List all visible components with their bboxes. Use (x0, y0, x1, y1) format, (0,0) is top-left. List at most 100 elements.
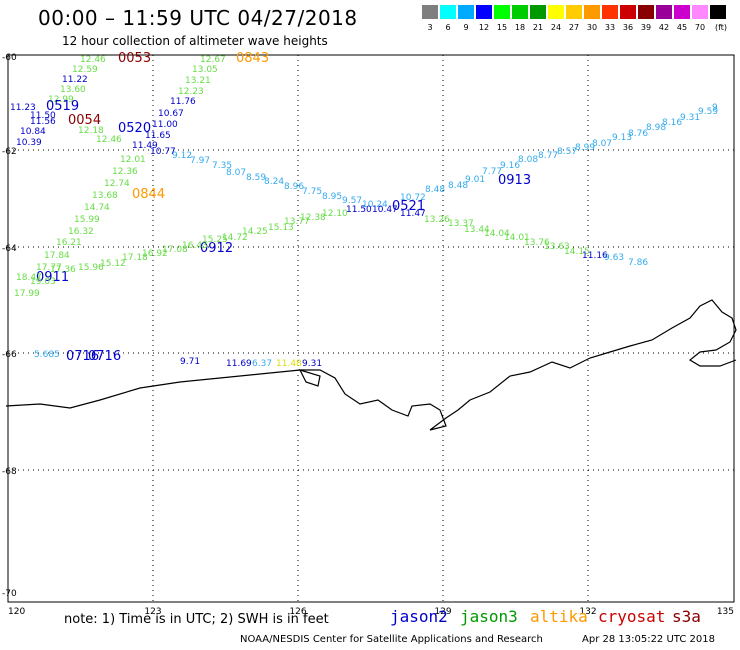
legend-label: 15 (496, 23, 508, 32)
swh-value-label: 17.36 (50, 265, 76, 275)
swh-value-label: 15.99 (74, 215, 100, 225)
swh-value-label: 8.24 (264, 177, 284, 187)
swh-value-label: 17.08 (162, 245, 188, 255)
pass-time-label: 0053 (118, 51, 151, 66)
swh-value-label: 8.16 (662, 118, 682, 128)
swh-value-label: 11.00 (152, 120, 178, 130)
latitude-label: -64 (2, 244, 17, 254)
legend-swatch (512, 5, 528, 19)
legend-swatch (710, 5, 726, 19)
swh-value-label: 7.35 (212, 161, 232, 171)
generated-timestamp: Apr 28 13:05:22 UTC 2018 (582, 634, 715, 645)
swh-value-label: 11.48 (276, 359, 302, 369)
swh-value-label: 8.57 (557, 147, 577, 157)
swh-value-label: 14.72 (222, 233, 248, 243)
swh-value-label: 11.47 (400, 209, 426, 219)
swh-value-label: 9.12 (172, 151, 192, 161)
swh-value-label: 12.38 (300, 213, 326, 223)
swh-value-label: 15.13 (268, 223, 294, 233)
pass-time-label: 0520 (118, 121, 151, 136)
swh-value-label: 8.07 (226, 168, 246, 178)
swh-value-label: 11.22 (62, 75, 88, 85)
pass-time-label: 0716 (66, 349, 99, 364)
lat-lon-grid (7, 54, 735, 603)
swh-value-label: 9.01 (465, 175, 485, 185)
swh-value-label: 8.08 (518, 155, 538, 165)
swh-value-label: 10.47 (372, 205, 398, 215)
swh-value-label: 9.16 (500, 161, 520, 171)
legend-swatch (620, 5, 636, 19)
legend-label: 6 (445, 23, 451, 32)
swh-value-label: 16.43 (182, 241, 208, 251)
swh-value-label: 12.01 (120, 155, 146, 165)
swh-value-label: 16.21 (56, 238, 82, 248)
legend-label: 24 (550, 23, 562, 32)
swh-value-label: 9.71 (180, 357, 200, 367)
longitude-label: 120 (8, 607, 25, 617)
swh-value-label: 13.60 (60, 85, 86, 95)
swh-value-label: 13.76 (524, 238, 550, 248)
legend-swatch (440, 5, 456, 19)
swh-value-label: 9.31 (302, 359, 322, 369)
map-subtitle: 12 hour collection of altimeter wave hei… (62, 34, 328, 48)
swh-value-label: 18.47 (16, 273, 42, 283)
swh-value-label: 12.23 (178, 87, 204, 97)
pass-time-label: 0519 (46, 99, 79, 114)
swh-value-label: 10.84 (20, 127, 46, 137)
legend-swatch (494, 5, 510, 19)
swh-value-label: 11.50 (30, 111, 56, 121)
swh-value-label: 12.46 (80, 55, 106, 65)
swh-value-label: 10.24 (362, 200, 388, 210)
satellite-name: cryosat (598, 607, 666, 626)
swh-value-label: 9.59 (698, 107, 718, 117)
swh-value-label: 8.99 (575, 143, 595, 153)
swh-value-label: 13.63 (544, 242, 570, 252)
legend-label: 9 (463, 23, 469, 32)
swh-value-label: 16.32 (68, 227, 94, 237)
swh-value-label: 13.68 (92, 191, 118, 201)
track-value-labels: 12.4612.5913.6012.9912.1812.4611.2211.23… (10, 51, 718, 369)
swh-value-label: 10.72 (400, 193, 426, 203)
swh-value-label: 13.44 (464, 225, 490, 235)
swh-value-label: 11.65 (145, 131, 171, 141)
swh-value-label: 13.05 (192, 65, 218, 75)
latitude-label: -70 (2, 589, 17, 599)
swh-value-label: 14.01 (504, 233, 530, 243)
swh-value-label: 12.10 (322, 209, 348, 219)
swh-value-label: 9.31 (680, 113, 700, 123)
longitude-label: 126 (289, 607, 306, 617)
swh-value-label: 11.49 (132, 141, 158, 151)
satellite-name: jason3 (460, 607, 518, 626)
swh-value-label: 8.95 (322, 192, 342, 202)
pass-time-label: 0521 (392, 199, 425, 214)
pass-time-label: 0054 (68, 113, 101, 128)
swh-value-label: 17.77 (36, 263, 62, 273)
swh-value-label: 10.39 (16, 138, 42, 148)
coastline-path (5, 299, 737, 431)
swh-value-label: 11.23 (10, 103, 36, 113)
swh-value-label: 12.18 (78, 126, 104, 136)
swh-value-label: 8.98 (646, 123, 666, 133)
swh-value-label: 14.25 (242, 227, 268, 237)
swh-value-label: 6.37 (252, 359, 272, 369)
swh-value-label: 9.13 (612, 133, 632, 143)
legend-swatch (566, 5, 582, 19)
swh-value-label: 15.12 (100, 259, 126, 269)
legend-label: 30 (586, 23, 598, 32)
swh-value-label: 13.21 (185, 76, 211, 86)
pass-time-label: 0716 (88, 349, 121, 364)
legend-label: 42 (658, 23, 670, 32)
legend-label: 33 (604, 23, 616, 32)
axis-labels: -60 -62 -64 -66 -68 -70 120 123 126 129 132 135 (2, 53, 734, 617)
swh-value-label: 11.69 (226, 359, 252, 369)
pass-time-label: 0843 (236, 51, 269, 66)
swh-value-label: 14.74 (84, 203, 110, 213)
longitude-label: 132 (579, 607, 596, 617)
swh-value-label: 17.99 (14, 289, 40, 299)
swh-value-label: 8.07 (592, 139, 612, 149)
swh-value-label: 11.50 (346, 205, 372, 215)
legend-swatch (476, 5, 492, 19)
swh-value-label: 12.36 (112, 167, 138, 177)
longitude-label: 123 (144, 607, 161, 617)
